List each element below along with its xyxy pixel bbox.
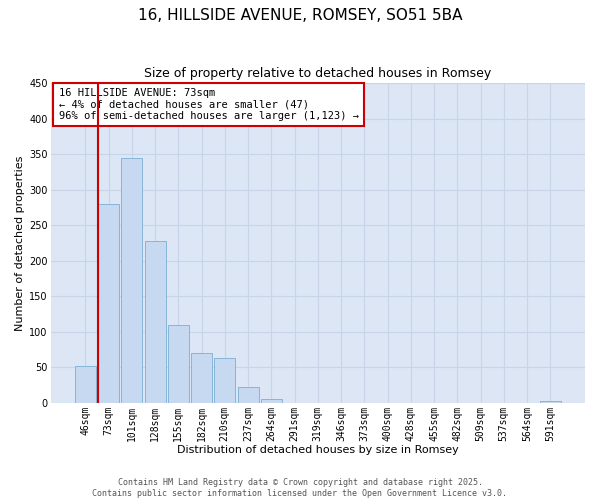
Bar xyxy=(261,398,282,403)
Bar xyxy=(121,158,142,403)
Title: Size of property relative to detached houses in Romsey: Size of property relative to detached ho… xyxy=(144,68,491,80)
X-axis label: Distribution of detached houses by size in Romsey: Distribution of detached houses by size … xyxy=(177,445,458,455)
Bar xyxy=(168,324,189,403)
Bar xyxy=(238,387,259,403)
Bar xyxy=(214,358,235,403)
Bar xyxy=(145,241,166,403)
Bar xyxy=(540,402,561,403)
Text: 16 HILLSIDE AVENUE: 73sqm
← 4% of detached houses are smaller (47)
96% of semi-d: 16 HILLSIDE AVENUE: 73sqm ← 4% of detach… xyxy=(59,88,359,121)
Bar xyxy=(98,204,119,403)
Text: Contains HM Land Registry data © Crown copyright and database right 2025.
Contai: Contains HM Land Registry data © Crown c… xyxy=(92,478,508,498)
Bar xyxy=(75,366,96,403)
Y-axis label: Number of detached properties: Number of detached properties xyxy=(15,155,25,330)
Bar xyxy=(191,353,212,403)
Text: 16, HILLSIDE AVENUE, ROMSEY, SO51 5BA: 16, HILLSIDE AVENUE, ROMSEY, SO51 5BA xyxy=(138,8,462,22)
